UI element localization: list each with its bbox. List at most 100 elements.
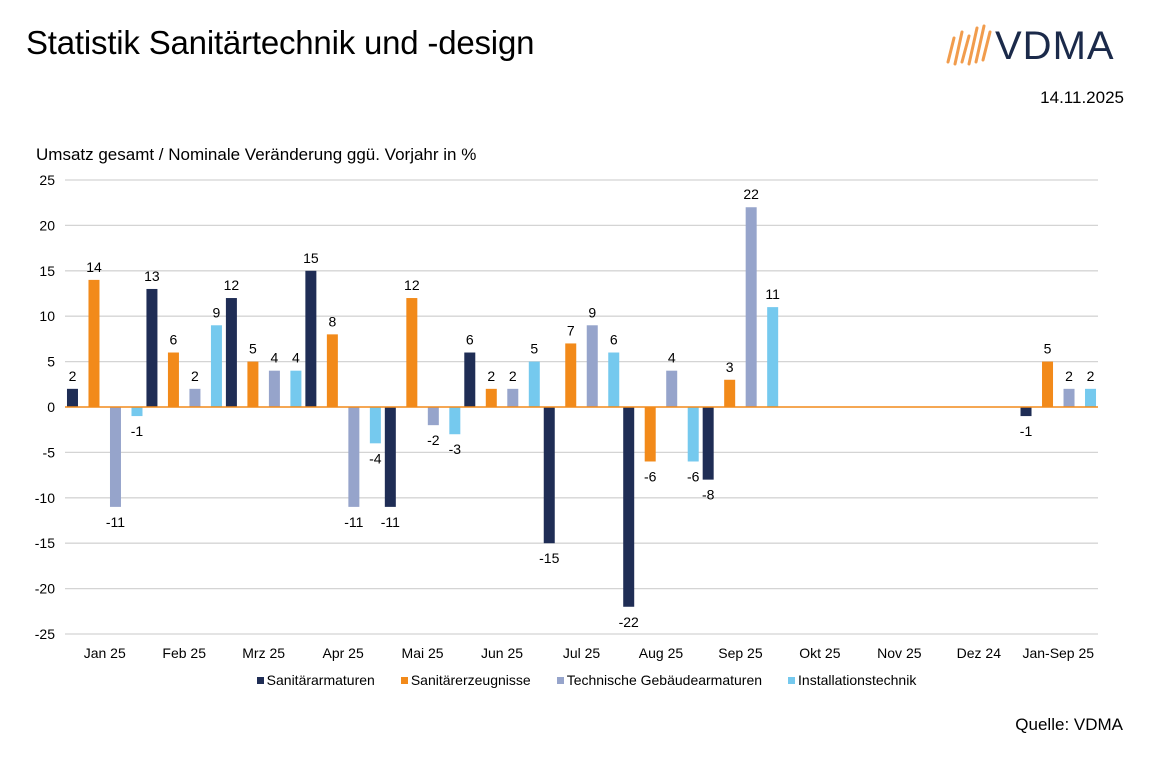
data-label: 5	[249, 341, 257, 357]
bar-installationstechnik	[449, 407, 461, 435]
y-tick-label: -20	[35, 581, 55, 597]
x-tick-label: Mai 25	[402, 645, 444, 661]
data-label: 3	[726, 359, 734, 375]
y-tick-label: 15	[39, 263, 55, 279]
y-tick-label: -15	[35, 535, 55, 551]
bar-sanit-rarmaturen	[305, 270, 317, 407]
y-tick-label: 25	[39, 172, 55, 188]
data-label: 2	[1087, 368, 1095, 384]
gridlines	[65, 179, 1098, 635]
y-tick-label: 20	[39, 217, 55, 233]
data-label: 12	[224, 277, 240, 293]
data-label: -6	[687, 468, 700, 484]
x-axis-ticks: Jan 25 Feb 25 Mrz 25 Apr 25 Mai 25 Jun 25 Jul …	[84, 645, 1095, 661]
data-label: 5	[1044, 341, 1052, 357]
bar-installationstechnik	[210, 325, 222, 407]
vdma-logo-icon	[946, 24, 992, 66]
bar-sanit-rarmaturen	[1020, 407, 1032, 417]
bar-sanit-rerzeugnisse	[724, 379, 736, 407]
data-label: 8	[328, 313, 336, 329]
data-label: 9	[588, 304, 596, 320]
bar-sanit-rarmaturen	[225, 298, 237, 407]
data-label: -11	[344, 514, 363, 530]
data-label: -8	[702, 487, 715, 503]
data-label: -3	[449, 441, 462, 457]
legend-swatch-icon	[400, 676, 408, 684]
bar-sanit-rerzeugnisse	[167, 352, 179, 407]
bar-installationstechnik	[767, 307, 779, 407]
data-label: -1	[1020, 423, 1033, 439]
data-label: -11	[106, 514, 125, 530]
bar-installationstechnik	[290, 370, 302, 407]
data-label: 2	[509, 368, 517, 384]
data-label: 2	[1065, 368, 1073, 384]
data-label: 2	[191, 368, 199, 384]
bar-sanit-rerzeugnisse	[406, 298, 418, 407]
bar-installationstechnik	[528, 361, 540, 407]
bar-technische-geb-udearmaturen	[586, 325, 598, 407]
legend-label: Technische Gebäudearmaturen	[566, 672, 763, 688]
legend-swatch-icon	[256, 676, 264, 684]
x-tick-label: Sep 25	[718, 645, 763, 661]
data-label: 14	[86, 259, 102, 275]
bar-sanit-rerzeugnisse	[326, 334, 338, 407]
bar-technische-geb-udearmaturen	[427, 407, 439, 426]
y-tick-label: -25	[35, 626, 55, 642]
data-label: 4	[271, 350, 279, 366]
bar-technische-geb-udearmaturen	[189, 388, 201, 407]
bar-sanit-rarmaturen	[702, 407, 714, 480]
bar-installationstechnik	[687, 407, 699, 462]
x-tick-label: Nov 25	[877, 645, 922, 661]
y-tick-label: -5	[43, 444, 56, 460]
x-tick-label: Aug 25	[639, 645, 684, 661]
legend-item: Sanitärerzeugnisse	[400, 672, 531, 688]
bar-sanit-rerzeugnisse	[485, 388, 497, 407]
data-label: 6	[170, 332, 178, 348]
bar-sanit-rerzeugnisse	[565, 343, 577, 407]
y-axis-ticks: 25 20 15 10 5 0 -5 -10 -15 -20 -25	[35, 172, 55, 642]
y-tick-label: -10	[35, 490, 55, 506]
data-label: 6	[610, 332, 618, 348]
bar-sanit-rarmaturen	[464, 352, 476, 407]
legend-swatch-icon	[788, 676, 796, 684]
data-label: 7	[567, 322, 575, 338]
x-tick-label: Dez 24	[957, 645, 1002, 661]
legend-label: Installationstechnik	[798, 672, 917, 688]
data-label: 2	[69, 368, 77, 384]
data-labels: 2131215-116-15-22-8-1146581227-635-1124-…	[69, 186, 1095, 630]
bar-sanit-rerzeugnisse	[644, 407, 656, 462]
legend-item: Sanitärarmaturen	[256, 672, 375, 688]
bar-technische-geb-udearmaturen	[666, 370, 678, 407]
legend: Sanitärarmaturen Sanitärerzeugnisse Techni…	[0, 672, 1169, 688]
bar-sanit-rarmaturen	[384, 407, 396, 507]
bar-sanit-rerzeugnisse	[88, 279, 100, 407]
bar-sanit-rerzeugnisse	[1042, 361, 1054, 407]
chart-subtitle: Umsatz gesamt / Nominale Veränderung ggü…	[36, 145, 477, 164]
x-tick-label: Feb 25	[162, 645, 206, 661]
x-tick-label: Jun 25	[481, 645, 523, 661]
bar-technische-geb-udearmaturen	[268, 370, 280, 407]
report-date: 14.11.2025	[1040, 88, 1124, 107]
data-label: 2	[487, 368, 495, 384]
legend-item: Technische Gebäudearmaturen	[556, 672, 763, 688]
data-label: 6	[466, 332, 474, 348]
x-tick-label: Jul 25	[563, 645, 601, 661]
data-label: -6	[644, 468, 657, 484]
bar-technische-geb-udearmaturen	[1063, 388, 1075, 407]
bar-sanit-rarmaturen	[66, 388, 78, 407]
x-tick-label: Okt 25	[799, 645, 840, 661]
x-tick-label: Mrz 25	[242, 645, 285, 661]
bar-technische-geb-udearmaturen	[348, 407, 360, 507]
data-label: -1	[131, 423, 144, 439]
source-note: Quelle: VDMA	[1015, 715, 1123, 734]
data-label: -11	[381, 514, 400, 530]
bar-technische-geb-udearmaturen	[507, 388, 519, 407]
bar-sanit-rarmaturen	[146, 288, 158, 407]
x-tick-label: Jan-Sep 25	[1022, 645, 1094, 661]
bar-sanit-rarmaturen	[543, 407, 555, 544]
bar-installationstechnik	[369, 407, 381, 444]
data-label: 5	[530, 341, 538, 357]
y-tick-label: 10	[39, 308, 55, 324]
legend-label: Sanitärarmaturen	[266, 672, 375, 688]
